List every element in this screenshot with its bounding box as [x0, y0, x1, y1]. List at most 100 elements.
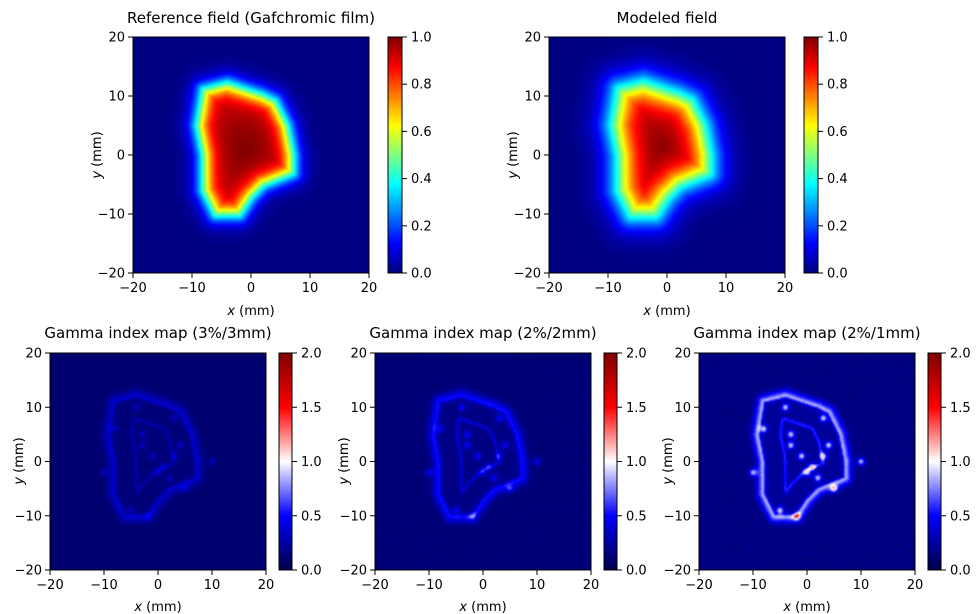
- colorbar-gradient: [604, 353, 617, 570]
- y-axis-label: y (mm): [90, 131, 105, 179]
- y-tick-label: 0: [683, 455, 691, 470]
- colorbar-tick-label: 0.5: [301, 509, 322, 524]
- x-axis-ticks: −20 −10 0 10 20: [36, 570, 274, 593]
- y-tick-label: 20: [25, 347, 42, 362]
- x-tick-label: 0: [803, 578, 811, 593]
- y-axis-label: y (mm): [661, 437, 676, 485]
- colorbar-tick-label: 0.2: [411, 219, 432, 234]
- colorbar-tick-label: 0.5: [950, 509, 971, 524]
- y-tick-label: −10: [98, 208, 125, 223]
- colorbar-tick-label: 0.6: [411, 125, 432, 140]
- x-tick-label: −20: [361, 578, 388, 593]
- y-axis-var: y: [661, 477, 676, 486]
- colorbar-tick-label: 1.5: [626, 401, 647, 416]
- panel-title: Gamma index map (2%/1mm): [693, 324, 920, 342]
- y-tick-label: 20: [350, 347, 367, 362]
- x-tick-label: −10: [594, 281, 621, 296]
- colorbar-tick-label: 0.0: [950, 564, 971, 579]
- x-tick-label: −10: [90, 578, 117, 593]
- x-axis-unit: (mm): [467, 600, 507, 614]
- x-axis-label: x (mm): [782, 600, 830, 614]
- heatmap-image: [50, 353, 266, 570]
- colorbar-gradient: [279, 353, 292, 570]
- colorbar-tick-label: 1.0: [827, 31, 848, 46]
- y-tick-label: 0: [34, 455, 42, 470]
- y-tick-label: 20: [524, 31, 541, 46]
- x-axis-label: x (mm): [458, 600, 506, 614]
- colorbar-tick-label: 1.0: [950, 455, 971, 470]
- x-tick-label: 20: [583, 578, 600, 593]
- y-tick-label: −20: [340, 564, 367, 579]
- panel-title: Gamma index map (2%/2mm): [369, 324, 596, 342]
- y-axis-label: y (mm): [506, 131, 521, 179]
- x-tick-label: −10: [415, 578, 442, 593]
- y-tick-label: −20: [514, 267, 541, 282]
- colorbar-frame: [803, 36, 819, 274]
- y-tick-label: 10: [25, 401, 42, 416]
- y-axis-ticks: −20 −10 0 10 20: [98, 31, 133, 282]
- y-tick-label: −20: [664, 564, 691, 579]
- x-tick-label: 10: [853, 578, 870, 593]
- colorbar-tick-label: 0.0: [827, 267, 848, 282]
- panel-title: Modeled field: [617, 9, 718, 27]
- x-axis-var: x: [133, 600, 142, 614]
- panel-modeled-field: Modeled field −20 −10 0 10 20 −20 −10 0 10 20 x …: [506, 9, 848, 319]
- x-tick-label: −20: [119, 281, 146, 296]
- x-axis-var: x: [458, 600, 467, 614]
- x-tick-label: −10: [739, 578, 766, 593]
- colorbar-tick-label: 2.0: [301, 347, 322, 362]
- x-tick-label: 20: [361, 281, 378, 296]
- y-axis-var: y: [90, 171, 105, 180]
- y-tick-label: 0: [359, 455, 367, 470]
- x-tick-label: 0: [154, 578, 162, 593]
- colorbar-tick-label: 0.0: [411, 267, 432, 282]
- x-axis-label: x (mm): [642, 304, 690, 319]
- x-tick-label: 20: [907, 578, 924, 593]
- x-axis-ticks: −20 −10 0 10 20: [361, 570, 599, 593]
- colorbar-ticks: 0.0 0.2 0.4 0.6 0.8 1.0: [402, 31, 432, 282]
- colorbar-tick-label: 0.0: [301, 564, 322, 579]
- y-tick-label: 20: [674, 347, 691, 362]
- y-axis-unit: (mm): [12, 437, 27, 477]
- colorbar-tick-label: 1.0: [411, 31, 432, 46]
- y-axis-ticks: −20 −10 0 10 20: [514, 31, 549, 282]
- x-axis-unit: (mm): [791, 600, 831, 614]
- panel-gamma-2-1: Gamma index map (2%/1mm) −20 −10 0 10 20 −20…: [661, 324, 971, 614]
- y-tick-label: 0: [117, 149, 125, 164]
- y-tick-label: −10: [514, 208, 541, 223]
- x-tick-label: 0: [663, 281, 671, 296]
- panel-gamma-3-3: Gamma index map (3%/3mm) −20 −10 0 10 20 −20…: [12, 324, 322, 614]
- y-tick-label: 10: [108, 90, 125, 105]
- x-axis-unit: (mm): [142, 600, 182, 614]
- colorbar-tick-label: 0.5: [626, 509, 647, 524]
- x-tick-label: 0: [479, 578, 487, 593]
- y-tick-label: 0: [533, 149, 541, 164]
- x-axis-label: x (mm): [226, 304, 274, 319]
- panel-title: Gamma index map (3%/3mm): [44, 324, 271, 342]
- colorbar-tick-label: 0.8: [827, 78, 848, 93]
- colorbar-tick-label: 1.0: [626, 455, 647, 470]
- colorbar-ticks: 0.0 0.5 1.0 1.5 2.0: [617, 347, 647, 579]
- y-axis-ticks: −20 −10 0 10 20: [340, 347, 375, 579]
- colorbar-ticks: 0.0 0.5 1.0 1.5 2.0: [941, 347, 971, 579]
- colorbar-tick-label: 0.8: [411, 78, 432, 93]
- y-tick-label: 10: [674, 401, 691, 416]
- y-axis-unit: (mm): [661, 437, 676, 477]
- y-axis-ticks: −20 −10 0 10 20: [664, 347, 699, 579]
- x-tick-label: −20: [535, 281, 562, 296]
- x-axis-var: x: [226, 304, 235, 319]
- x-axis-ticks: −20 −10 0 10 20: [119, 273, 377, 296]
- y-axis-label: y (mm): [337, 437, 352, 485]
- x-tick-label: 20: [258, 578, 275, 593]
- y-tick-label: −10: [664, 509, 691, 524]
- colorbar-tick-label: 0.0: [626, 564, 647, 579]
- heatmap-image: [133, 37, 369, 273]
- colorbar-tick-label: 1.0: [301, 455, 322, 470]
- x-axis-unit: (mm): [235, 304, 275, 319]
- colorbar-gradient: [804, 37, 818, 273]
- y-tick-label: 10: [350, 401, 367, 416]
- x-axis-ticks: −20 −10 0 10 20: [535, 273, 793, 296]
- colorbar-tick-label: 0.4: [411, 172, 432, 187]
- x-axis-var: x: [642, 304, 651, 319]
